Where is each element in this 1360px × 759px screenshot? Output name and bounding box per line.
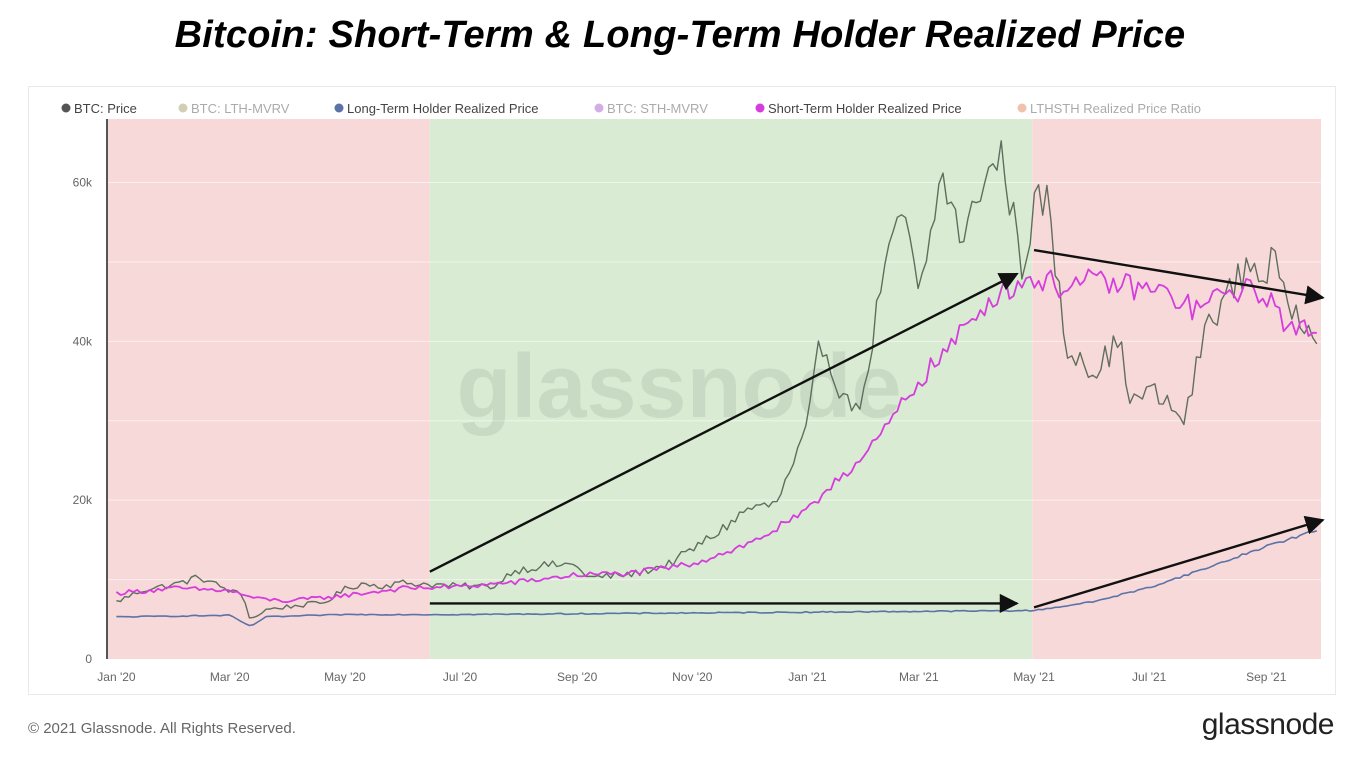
chart-svg: glassnode 0 20k 40k 60k Jan '20 Mar '20 May '… bbox=[61, 101, 1325, 684]
x-tick-label: May '20 bbox=[324, 670, 366, 684]
x-tick-label: Mar '20 bbox=[210, 670, 250, 684]
legend-label: BTC: Price bbox=[74, 101, 137, 116]
y-tick-label: 20k bbox=[73, 493, 93, 507]
band-1-green bbox=[429, 119, 1033, 659]
y-tick-label: 40k bbox=[73, 334, 93, 348]
y-tick-label: 0 bbox=[85, 652, 92, 666]
band-0-red bbox=[107, 119, 430, 659]
legend-marker bbox=[61, 103, 71, 113]
x-tick-label: May '21 bbox=[1013, 670, 1055, 684]
band-2-red bbox=[1032, 119, 1321, 659]
legend-label: BTC: LTH-MVRV bbox=[191, 101, 290, 116]
x-axis-ticks: Jan '20 Mar '20 May '20 Jul '20 Sep '20 Nov '… bbox=[97, 670, 1286, 684]
watermark: glassnode bbox=[456, 337, 901, 437]
legend-marker bbox=[178, 103, 188, 113]
x-tick-label: Jan '20 bbox=[97, 670, 136, 684]
x-tick-label: Nov '20 bbox=[672, 670, 713, 684]
legend-label: BTC: STH-MVRV bbox=[607, 101, 708, 116]
series-line-long-term-holder-realized-price bbox=[116, 530, 1318, 627]
annotation-arrow-2 bbox=[1033, 248, 1325, 305]
x-tick-label: Jul '21 bbox=[1132, 670, 1167, 684]
legend-marker bbox=[334, 103, 344, 113]
x-tick-label: Jan '21 bbox=[788, 670, 827, 684]
background-bands bbox=[107, 119, 1321, 659]
series-line-btc-price bbox=[116, 140, 1318, 619]
series-layer bbox=[115, 140, 1318, 627]
x-tick-label: Mar '21 bbox=[899, 670, 939, 684]
series-line-short-term-holder-realized-price bbox=[115, 268, 1317, 604]
legend-marker bbox=[594, 103, 604, 113]
annotation-arrows bbox=[429, 248, 1325, 614]
legend-item[interactable]: Long-Term Holder Realized Price bbox=[334, 101, 539, 116]
legend-label: Long-Term Holder Realized Price bbox=[347, 101, 538, 116]
annotation-arrow-0 bbox=[429, 272, 1019, 573]
legend-label: LTHSTH Realized Price Ratio bbox=[1030, 101, 1201, 116]
footer-copyright: © 2021 Glassnode. All Rights Reserved. bbox=[28, 720, 296, 737]
glassnode-logo: glassnode bbox=[1201, 708, 1335, 741]
y-tick-label: 60k bbox=[73, 176, 93, 190]
legend: BTC: Price BTC: LTH-MVRV Long-Term Holder … bbox=[61, 101, 1201, 116]
x-tick-label: Jul '20 bbox=[443, 670, 478, 684]
y-axis-ticks: 0 20k 40k 60k bbox=[73, 176, 93, 666]
x-tick-label: Sep '20 bbox=[557, 670, 598, 684]
legend-label: Short-Term Holder Realized Price bbox=[768, 101, 962, 116]
legend-item[interactable]: Short-Term Holder Realized Price bbox=[755, 101, 962, 116]
legend-marker bbox=[755, 103, 765, 113]
legend-item[interactable]: BTC: LTH-MVRV bbox=[178, 101, 290, 116]
annotation-arrow-3 bbox=[1033, 515, 1325, 609]
page-title: Bitcoin: Short-Term & Long-Term Holder R… bbox=[174, 14, 1186, 56]
x-tick-label: Sep '21 bbox=[1246, 670, 1287, 684]
legend-item[interactable]: BTC: STH-MVRV bbox=[594, 101, 709, 116]
grid-lines bbox=[107, 182, 1321, 581]
legend-item[interactable]: LTHSTH Realized Price Ratio bbox=[1017, 101, 1201, 116]
legend-item[interactable]: BTC: Price bbox=[61, 101, 137, 116]
chart-container: glassnode 0 20k 40k 60k Jan '20 Mar '20 May '… bbox=[28, 86, 1336, 695]
legend-marker bbox=[1017, 103, 1027, 113]
